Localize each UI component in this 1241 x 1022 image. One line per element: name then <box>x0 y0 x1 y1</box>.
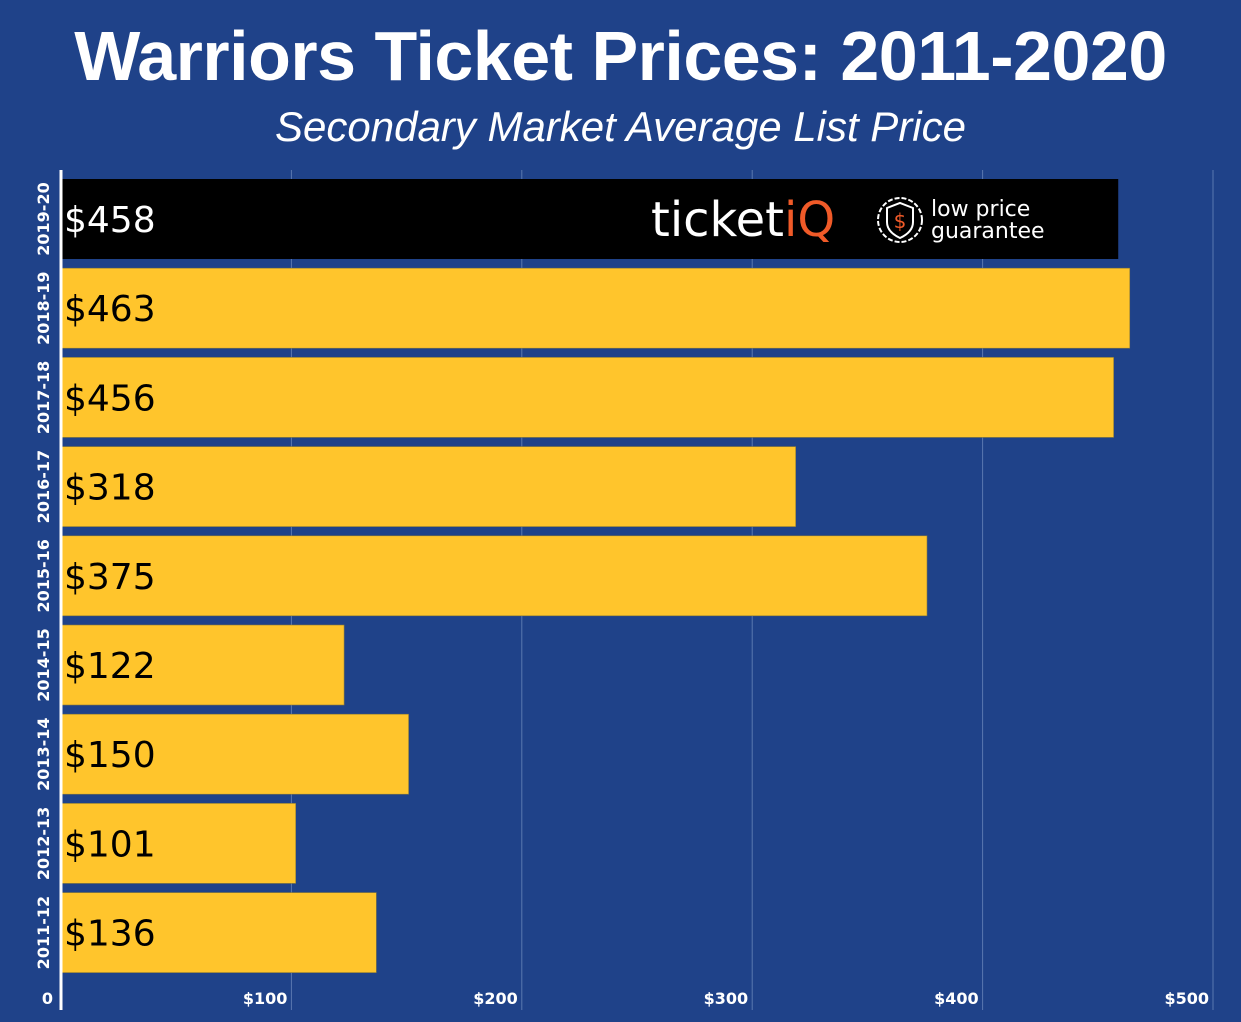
x-axis-tick-labels: 0 $100 $200 $300 $400 $500 <box>42 989 1209 1008</box>
chart-title: Warriors Ticket Prices: 2011-2020 <box>74 17 1167 95</box>
category-label: 2017-18 <box>34 361 53 434</box>
logo-tagline-line2: guarantee <box>931 219 1045 244</box>
bar-2018-19 <box>60 267 1131 349</box>
x-tick-label: $200 <box>473 989 518 1008</box>
x-tick-label: $400 <box>934 989 979 1008</box>
x-tick-label: $100 <box>243 989 288 1008</box>
value-label: $375 <box>64 557 156 598</box>
category-label: 2015-16 <box>34 539 53 612</box>
category-label: 2012-13 <box>34 807 53 880</box>
value-label: $463 <box>64 289 156 330</box>
bar-2014-15 <box>60 624 345 706</box>
bar-2011-12 <box>60 892 377 973</box>
category-label: 2013-14 <box>34 717 53 790</box>
logo-brand-text: ticketiQ <box>651 192 835 248</box>
bar-2016-17 <box>60 446 796 527</box>
bar-2019-20 <box>61 179 1119 259</box>
value-label: $456 <box>64 378 156 419</box>
x-tick-label: 0 <box>42 989 53 1008</box>
svg-text:$: $ <box>894 209 907 233</box>
x-tick-label: $300 <box>704 989 749 1008</box>
value-label: $101 <box>64 824 156 865</box>
category-label: 2018-19 <box>34 271 53 344</box>
bar-2012-13 <box>60 803 297 884</box>
value-label: $150 <box>64 735 156 776</box>
category-labels: 2019-20 2018-19 2017-18 2016-17 2015-16 2014-… <box>34 182 53 969</box>
bar-2015-16 <box>60 535 928 617</box>
category-label: 2014-15 <box>34 628 53 701</box>
value-label: $122 <box>64 646 156 687</box>
chart-subtitle: Secondary Market Average List Price <box>275 103 966 150</box>
bar-2013-14 <box>60 713 409 795</box>
bars: $458 $463 $456 $318 $375 $122 $150 $101 $136 <box>60 179 1131 973</box>
value-label: $458 <box>64 200 156 241</box>
logo-tagline-line1: low price <box>931 197 1030 222</box>
bar-2017-18 <box>60 357 1114 438</box>
category-label: 2011-12 <box>34 896 53 969</box>
x-tick-label: $500 <box>1164 989 1209 1008</box>
value-label: $318 <box>64 468 156 509</box>
category-label: 2016-17 <box>34 450 53 523</box>
value-label: $136 <box>64 914 156 955</box>
category-label: 2019-20 <box>34 182 53 255</box>
ticketiq-logo: ticketiQ $ low price guarantee <box>651 192 1045 248</box>
dollar-shield-icon: $ <box>877 197 923 243</box>
